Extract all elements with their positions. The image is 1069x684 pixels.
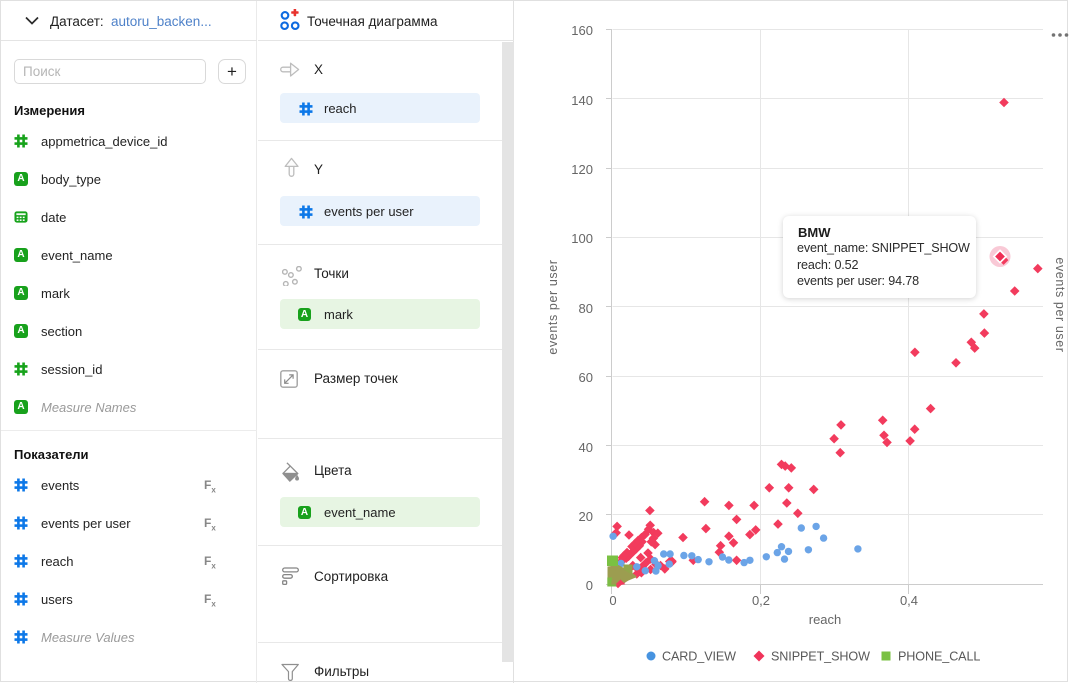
svg-text:PHONE_CALL: PHONE_CALL <box>898 650 980 664</box>
svg-text:20: 20 <box>579 509 593 524</box>
svg-text:0,2: 0,2 <box>752 593 770 608</box>
svg-text:0: 0 <box>609 593 616 608</box>
svg-text:140: 140 <box>571 93 593 108</box>
svg-text:80: 80 <box>579 301 593 316</box>
svg-text:120: 120 <box>571 162 593 177</box>
svg-text:events per user: events per user <box>546 259 560 354</box>
svg-text:0,4: 0,4 <box>900 593 918 608</box>
svg-text:0: 0 <box>586 578 593 593</box>
svg-text:160: 160 <box>571 23 593 38</box>
svg-text:100: 100 <box>571 231 593 246</box>
svg-text:CARD_VIEW: CARD_VIEW <box>662 650 736 664</box>
svg-text:reach: reach <box>809 612 842 627</box>
svg-text:60: 60 <box>579 370 593 385</box>
svg-text:SNIPPET_SHOW: SNIPPET_SHOW <box>771 650 870 664</box>
svg-text:40: 40 <box>579 440 593 455</box>
svg-text:events per user: events per user <box>1053 257 1067 352</box>
